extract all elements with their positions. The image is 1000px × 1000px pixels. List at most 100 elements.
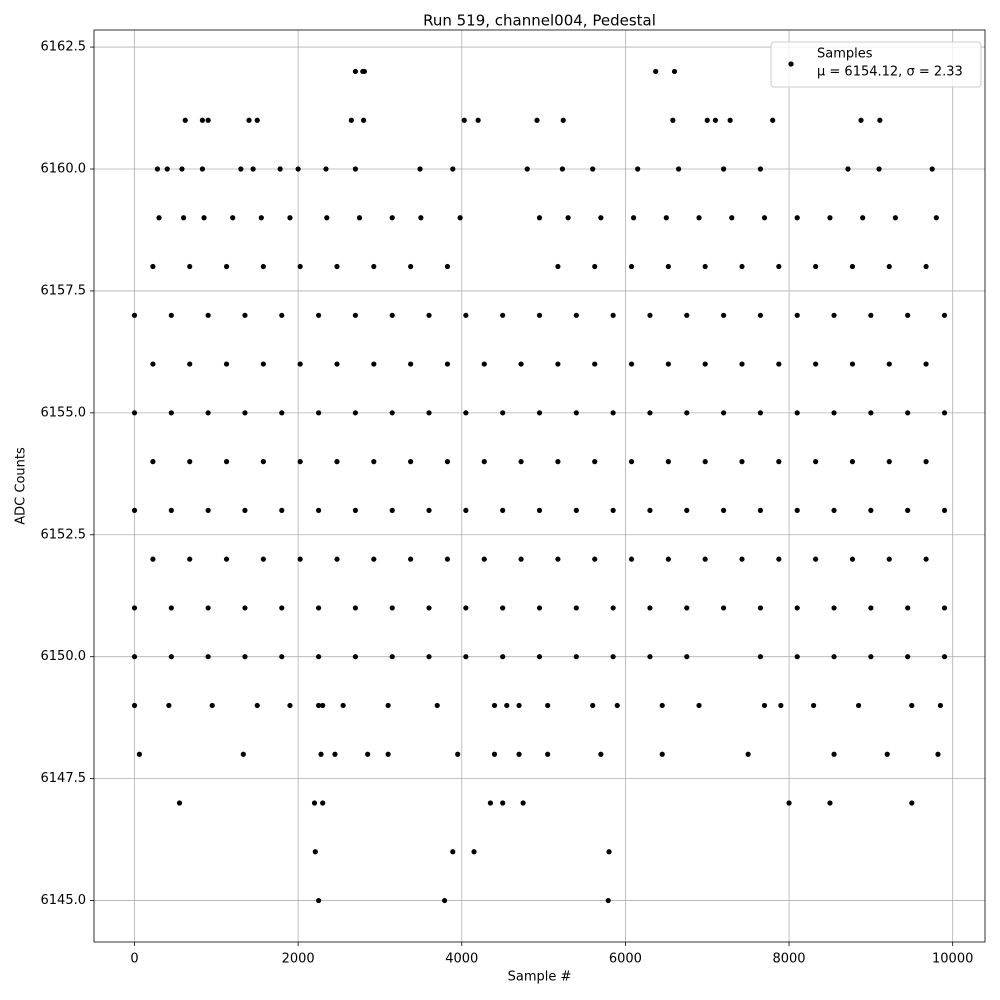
point <box>905 410 911 416</box>
point <box>573 410 579 416</box>
point <box>702 459 708 465</box>
point <box>260 556 266 562</box>
point <box>757 654 764 660</box>
point <box>813 459 819 465</box>
point <box>180 215 187 221</box>
point <box>573 605 579 611</box>
point <box>794 215 800 221</box>
x-axis-label: Sample # <box>508 970 572 985</box>
point <box>659 751 665 757</box>
point <box>868 410 874 416</box>
point <box>868 312 874 318</box>
point <box>360 117 367 123</box>
y-tick-label: 6150.0 <box>41 649 87 664</box>
point <box>610 507 616 513</box>
point <box>164 166 170 172</box>
point <box>665 361 671 367</box>
plot-frame <box>93 29 986 943</box>
point <box>150 361 156 367</box>
point <box>242 410 248 416</box>
point <box>320 800 326 806</box>
point <box>417 166 423 172</box>
point <box>739 361 745 367</box>
point <box>166 702 172 709</box>
y-tick-label: 6152.5 <box>41 527 87 542</box>
point <box>534 117 540 123</box>
point <box>849 263 856 270</box>
point <box>941 410 948 416</box>
point <box>849 459 856 465</box>
point <box>297 556 303 562</box>
point <box>520 800 526 806</box>
point <box>323 166 329 172</box>
point <box>297 263 303 270</box>
point <box>371 263 377 270</box>
point <box>860 215 866 221</box>
point <box>590 702 596 709</box>
point <box>444 459 451 465</box>
point <box>855 702 862 709</box>
point <box>389 507 395 513</box>
point <box>487 800 494 806</box>
point <box>536 654 543 660</box>
point <box>555 361 561 367</box>
point <box>757 166 764 172</box>
point <box>154 166 161 172</box>
point <box>481 556 487 562</box>
point <box>352 68 359 75</box>
point <box>182 117 188 123</box>
point <box>187 459 193 465</box>
point <box>831 312 837 318</box>
point <box>315 410 322 416</box>
point <box>324 215 330 221</box>
point <box>242 654 248 660</box>
point <box>297 361 303 367</box>
point <box>315 605 322 611</box>
point <box>223 263 230 270</box>
point <box>352 507 359 513</box>
point <box>670 117 676 123</box>
point <box>131 654 138 660</box>
point <box>905 654 911 660</box>
point <box>463 605 469 611</box>
point <box>426 507 432 513</box>
point <box>187 556 193 562</box>
point <box>444 556 451 562</box>
point <box>168 410 174 416</box>
point <box>315 702 322 709</box>
point <box>334 263 340 270</box>
point <box>536 410 543 416</box>
point <box>886 459 892 465</box>
point <box>598 215 604 221</box>
point <box>935 751 941 757</box>
point <box>279 605 285 611</box>
point <box>312 849 318 855</box>
point <box>279 507 285 513</box>
point <box>868 507 874 513</box>
point <box>441 897 448 904</box>
point <box>361 68 368 75</box>
point <box>168 654 174 660</box>
point <box>481 459 487 465</box>
point <box>573 654 579 660</box>
point <box>653 68 659 75</box>
point <box>665 556 671 562</box>
point <box>778 702 784 709</box>
point <box>348 117 354 123</box>
point <box>684 410 690 416</box>
point <box>868 654 874 660</box>
point <box>659 702 665 709</box>
y-tick-label: 6157.5 <box>41 283 87 298</box>
point <box>696 215 702 221</box>
point <box>356 215 363 221</box>
point <box>518 556 524 562</box>
point <box>205 507 211 513</box>
point <box>663 215 669 221</box>
point <box>463 654 469 660</box>
point <box>205 605 211 611</box>
point <box>389 654 395 660</box>
point <box>450 166 456 172</box>
point <box>168 507 174 513</box>
point <box>352 605 359 611</box>
point <box>886 556 892 562</box>
